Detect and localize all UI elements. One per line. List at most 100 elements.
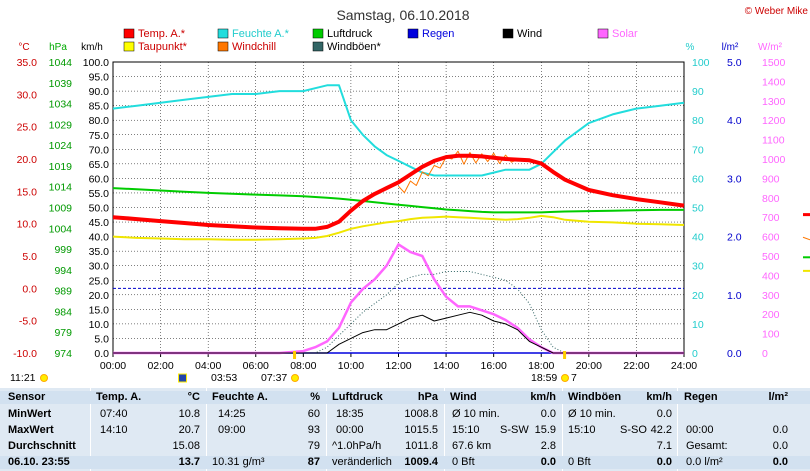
legend-label: Taupunkt* <box>138 41 188 53</box>
chart-legend: Temp. A.* Feuchte A.* Luftdruck Regen Wind So… <box>123 28 638 53</box>
solar-tick-label: 1300 <box>762 96 786 108</box>
x-tick-label: 22:00 <box>623 360 649 372</box>
humidity-time: 09:00 <box>218 424 246 436</box>
legend-label: Windchill <box>232 41 276 53</box>
pressure-trend: veränderlich <box>332 456 392 468</box>
legend-swatch <box>407 28 419 39</box>
pressure-time: 18:35 <box>336 408 364 420</box>
temp-tick-label: 0.0 <box>22 283 37 295</box>
temp-value: 15.08 <box>172 440 200 452</box>
legend-swatch <box>312 41 324 52</box>
rain-info: 00:00 <box>686 424 714 436</box>
row-label: Durchschnitt <box>8 440 76 452</box>
wind-info: 67.6 km <box>452 440 492 452</box>
legend-label: Regen <box>422 28 454 40</box>
sunrise-label: 07:37 <box>261 372 287 384</box>
solar-tick-label: 600 <box>762 232 780 244</box>
pressure-value: 1011.8 <box>405 440 438 452</box>
row-label: MinWert <box>8 408 52 420</box>
legend-swatch <box>123 28 135 39</box>
wind-value: 0.0 <box>540 456 556 468</box>
temp-value: 20.7 <box>178 424 200 436</box>
series-layer <box>112 84 685 355</box>
temp-tick-label: 5.0 <box>22 251 37 263</box>
solar-tick-label: 300 <box>762 290 780 302</box>
header-pressure-unit: hPa <box>417 391 438 403</box>
rain-tick-label: 5.0 <box>727 57 742 69</box>
wind-tick-label: 100.0 <box>83 57 109 69</box>
x-tick-label: 20:00 <box>576 360 602 372</box>
temp-value: 10.8 <box>178 408 200 420</box>
wind-tick-label: 35.0 <box>89 246 110 258</box>
wind-line <box>113 311 684 354</box>
header-humidity-unit: % <box>310 391 320 403</box>
legend-label: Wind <box>517 28 542 40</box>
pressure-tick-label: 1034 <box>49 99 73 111</box>
gust-direction: S-SO <box>620 424 647 436</box>
solar-tick-label: 1400 <box>762 76 786 88</box>
table-row-current: 06.10. 23:55 13.7 10.31 g/m³ 87 veränder… <box>0 456 810 469</box>
header-sensor: Sensor <box>8 391 46 403</box>
legend-label: Solar <box>612 28 638 40</box>
rain-tick-label: 2.0 <box>727 232 742 244</box>
temp-value: 13.7 <box>178 456 200 468</box>
temp-tick-label: -5.0 <box>19 316 37 328</box>
table-row-min: MinWert 07:40 10.8 14:25 60 18:35 1008.8… <box>0 408 810 421</box>
pressure-tick-label: 1004 <box>49 223 73 235</box>
right-edge-marks <box>802 213 810 272</box>
solar-tick-label: 700 <box>762 212 780 224</box>
pressure-time: 00:00 <box>336 424 364 436</box>
wind-tick-label: 95.0 <box>89 72 110 84</box>
temp-tick-label: -10.0 <box>13 348 37 360</box>
header-temp: Temp. A. <box>96 391 142 403</box>
header-gust-unit: km/h <box>646 391 672 403</box>
x-tick-label: 16:00 <box>481 360 507 372</box>
wind-tick-label: 5.0 <box>94 333 109 345</box>
wind-tick-label: 45.0 <box>89 217 110 229</box>
x-tick-label: 10:00 <box>338 360 364 372</box>
wind-tick-label: 50.0 <box>89 203 110 215</box>
gust-value: 7.1 <box>656 440 672 452</box>
legend-label: Feuchte A.* <box>232 28 290 40</box>
wind-tick-label: 90.0 <box>89 86 110 98</box>
rain-value: 0.0 <box>772 440 788 452</box>
rain-info: Gesamt: <box>686 440 728 452</box>
x-tick-label: 24:00 <box>671 360 697 372</box>
humidity-value: 79 <box>307 440 320 452</box>
legend-swatch <box>123 41 135 52</box>
moonrise-icon <box>178 373 188 383</box>
stats-table: Sensor Temp. A. °C Feuchte A. % Luftdruc… <box>0 388 810 471</box>
gust-value: 42.2 <box>650 424 672 436</box>
row-label: 06.10. 23:55 <box>8 456 70 468</box>
sunset-icon <box>561 374 569 382</box>
temp-tick-label: 20.0 <box>17 154 38 166</box>
humidity-value: 87 <box>307 456 320 468</box>
gust-info: 0 Bft <box>568 456 591 468</box>
wind-info: 15:10 <box>452 424 480 436</box>
legend-swatch <box>312 28 324 39</box>
header-pressure: Luftdruck <box>332 391 383 403</box>
axis-unit-label: % <box>686 42 695 53</box>
humidity-tick-label: 0 <box>692 348 698 360</box>
header-wind-unit: km/h <box>530 391 556 403</box>
pressure-trend: ^1.0hPa/h <box>332 440 382 452</box>
x-tick-label: 04:00 <box>195 360 221 372</box>
header-wind: Wind <box>450 391 477 403</box>
moonset-icon <box>40 374 48 382</box>
moonrise-label: 03:53 <box>211 372 237 384</box>
pressure-tick-label: 1044 <box>49 57 73 69</box>
temp-tick-label: 25.0 <box>17 122 38 134</box>
solar-tick-label: 200 <box>762 309 780 321</box>
solar-tick-label: 500 <box>762 251 780 263</box>
humidity-tick-label: 20 <box>692 290 704 302</box>
legend-swatch <box>502 28 514 39</box>
solar-tick-label: 1100 <box>762 135 785 147</box>
wind-direction: S-SW <box>500 424 529 436</box>
pressure-tick-label: 1019 <box>49 161 73 173</box>
header-rain-unit: l/m² <box>768 391 788 403</box>
humidity-tick-label: 90 <box>692 86 704 98</box>
rain-value: 0.0 <box>772 424 788 436</box>
solar-tick-label: 900 <box>762 173 780 185</box>
wind-tick-label: 0.0 <box>94 348 109 360</box>
x-tick-label: 08:00 <box>290 360 316 372</box>
